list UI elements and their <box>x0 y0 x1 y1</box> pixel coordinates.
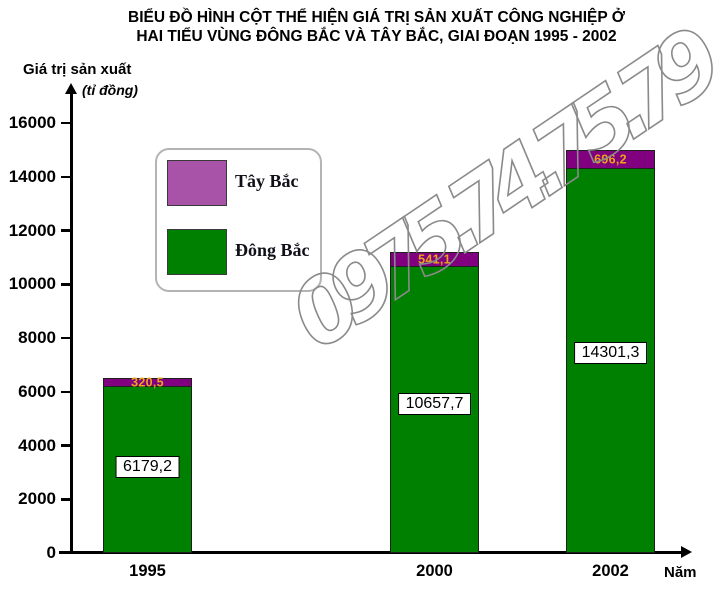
y-tick-label-14000: 14000 <box>8 166 56 186</box>
dong-bac-segment-1995: 6179,2 <box>103 387 192 553</box>
bar-2002: 696,2 14301,3 <box>566 150 655 553</box>
y-axis-unit: (tỉ đồng) <box>82 82 138 98</box>
y-tick-label-4000: 4000 <box>18 435 56 455</box>
y-tick-label-12000: 12000 <box>8 220 56 240</box>
tay-bac-segment-1995: 320,5 <box>103 374 192 389</box>
y-axis-title: Giá trị sản xuất <box>23 61 132 78</box>
x-axis-arrow-icon <box>681 546 692 558</box>
dong-bac-segment-2002: 14301,3 <box>566 169 655 553</box>
x-tick-label-2000: 2000 <box>416 562 453 580</box>
tay-bac-value-1995: 320,5 <box>131 374 164 389</box>
dong-bac-value-2002: 14301,3 <box>573 342 648 364</box>
tay-bac-value-2000: 541,1 <box>418 251 451 266</box>
chart-title-line2: HAI TIỂU VÙNG ĐÔNG BẮC VÀ TÂY BẮC, GIAI … <box>136 28 617 45</box>
tay-bac-segment-2000: 541,1 <box>390 252 479 267</box>
y-tick-mark-16000 <box>61 121 71 125</box>
dong-bac-segment-2000: 10657,7 <box>390 267 479 553</box>
x-axis-title: Năm <box>664 564 697 581</box>
y-tick-mark-8000 <box>61 336 71 340</box>
legend-swatch-tay-bac <box>167 160 227 206</box>
x-axis-line <box>59 551 684 554</box>
tay-bac-value-2002: 696,2 <box>594 151 627 166</box>
y-tick-mark-4000 <box>61 444 71 447</box>
bar-1995: 320,5 6179,2 <box>103 374 192 553</box>
legend-swatch-dong-bac <box>167 229 227 275</box>
chart-title-line1: BIỂU ĐỒ HÌNH CỘT THỂ HIỆN GIÁ TRỊ SẢN XU… <box>128 9 625 26</box>
y-tick-mark-2000 <box>61 498 71 501</box>
tay-bac-segment-2002: 696,2 <box>566 150 655 169</box>
y-axis-line <box>70 92 73 553</box>
dong-bac-value-1995: 6179,2 <box>115 456 180 478</box>
y-tick-label-6000: 6000 <box>18 381 56 401</box>
y-tick-label-0: 0 <box>46 543 56 562</box>
y-tick-label-2000: 2000 <box>18 489 56 509</box>
y-tick-label-16000: 16000 <box>8 113 56 132</box>
y-tick-label-8000: 8000 <box>18 328 56 347</box>
watermark-text: 0975.74.75.79 <box>272 8 723 369</box>
legend-label-tay-bac: Tây Bắc <box>235 171 299 191</box>
y-tick-mark-12000 <box>61 229 71 232</box>
y-tick-label-10000: 10000 <box>8 274 56 294</box>
y-tick-mark-14000 <box>61 175 71 178</box>
x-tick-label-1995: 1995 <box>129 562 166 580</box>
legend-box: Tây Bắc Đông Bắc <box>155 148 322 292</box>
chart-title: BIỂU ĐỒ HÌNH CỘT THỂ HIỆN GIÁ TRỊ SẢN XU… <box>30 8 723 46</box>
y-axis-arrow-icon <box>65 83 77 94</box>
dong-bac-value-2000: 10657,7 <box>397 393 472 415</box>
y-tick-mark-6000 <box>61 390 71 393</box>
legend-label-dong-bac: Đông Bắc <box>235 240 310 260</box>
y-tick-mark-10000 <box>61 283 71 286</box>
bar-2000: 541,1 10657,7 <box>390 252 479 553</box>
x-tick-label-2002: 2002 <box>592 562 629 580</box>
